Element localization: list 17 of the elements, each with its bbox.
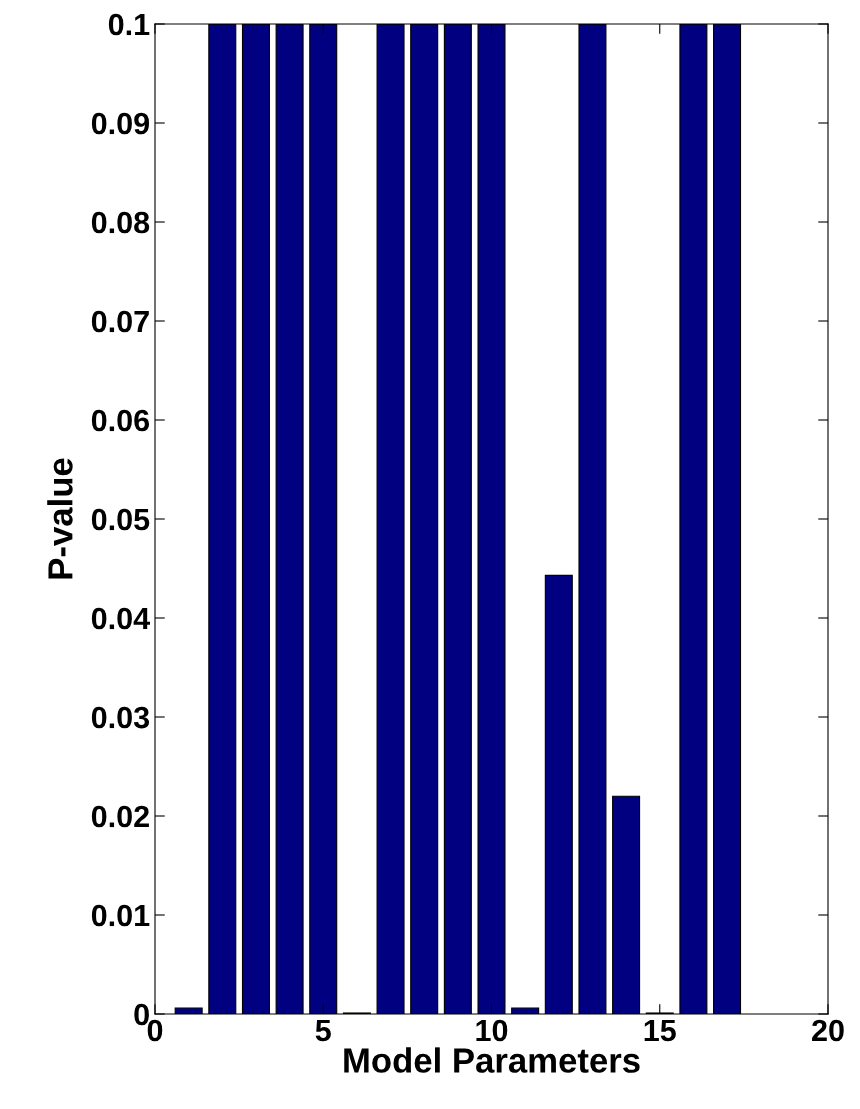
x-tick-label: 10 xyxy=(476,1019,508,1042)
x-tick-label: 20 xyxy=(812,1019,844,1042)
y-tick-label: 0.03 xyxy=(91,706,150,729)
x-tick-label: 5 xyxy=(315,1019,331,1042)
y-tick-label: 0.02 xyxy=(91,805,149,828)
x-tick-label: 15 xyxy=(644,1019,676,1042)
y-tick-label: 0.04 xyxy=(91,607,150,630)
y-tick-label: 0.01 xyxy=(91,904,150,927)
y-axis-title: P-value xyxy=(47,458,73,579)
y-tick-label: 0.07 xyxy=(91,310,149,333)
y-tick-label: 0.06 xyxy=(91,409,150,432)
y-tick-label: 0.05 xyxy=(91,508,150,531)
y-tick-label: 0.09 xyxy=(91,112,150,135)
y-tick-label: 0.08 xyxy=(91,211,150,234)
x-axis-title: Model Parameters xyxy=(344,1047,640,1073)
y-tick-label: 0 xyxy=(134,1003,149,1026)
y-tick-label: 0.1 xyxy=(108,13,150,36)
